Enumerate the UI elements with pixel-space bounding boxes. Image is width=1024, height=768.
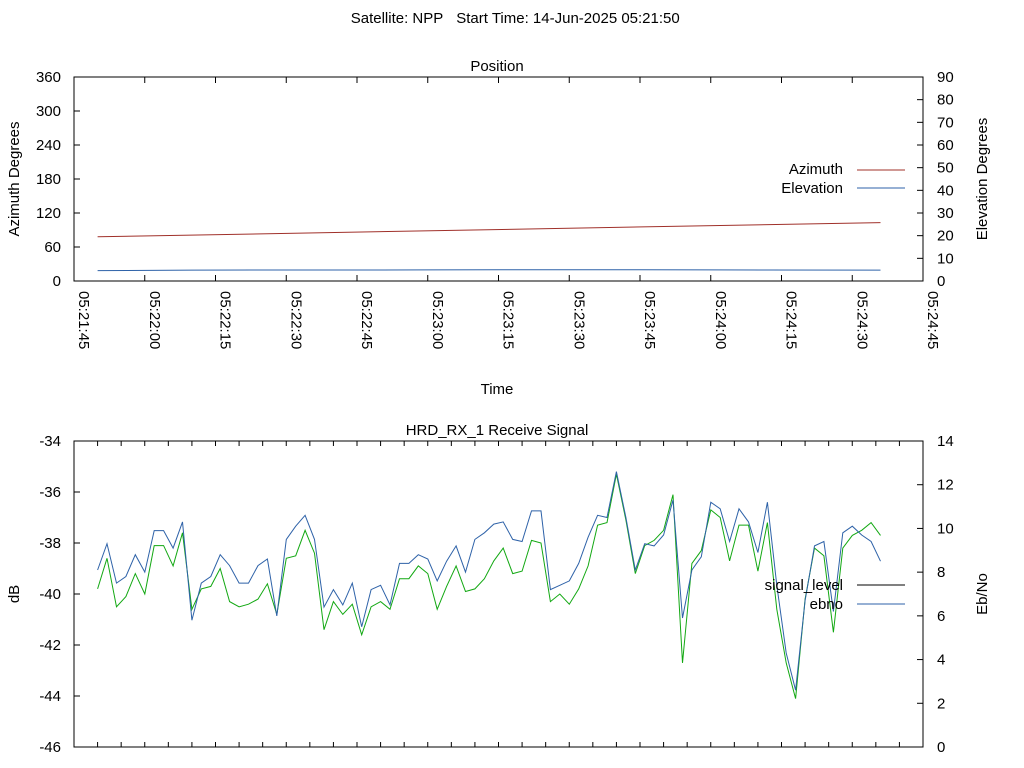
y2-tick-label: 80 [937,92,954,109]
position-y2-ticks: 0 10 20 30 40 50 60 70 80 90 [917,69,954,290]
receive-signal-y2-ticks: 0 2 4 6 8 10 12 14 [917,433,954,756]
x-tick-label: 05:22:00 [146,291,163,349]
series-line-ebno [97,471,881,691]
y-tick-label: 180 [36,171,61,188]
y2-tick-label: 8 [937,564,945,581]
receive-signal-chart-title: HRD_RX_1 Receive Signal [406,422,589,439]
position-plot-frame [73,76,924,282]
receive-signal-series [97,471,881,699]
position-x-axis-label: Time [481,381,514,398]
x-tick-label: 05:24:15 [783,291,800,349]
position-chart-title: Position [470,58,523,75]
y2-tick-label: 10 [937,520,954,537]
position-series [97,222,881,272]
position-y-axis-label: Azimuth Degrees [6,121,23,236]
y-tick-label: 60 [44,239,61,256]
x-tick-label: 05:24:00 [712,291,729,349]
receive-signal-chart: HRD_RX_1 Receive Signal -46-44-42-40-38-… [6,422,991,756]
y-tick-label: 360 [36,69,61,86]
y2-tick-label: 30 [937,205,954,222]
y2-tick-label: 10 [937,250,954,267]
x-tick-label: 05:21:45 [75,291,92,349]
y-tick-label: 0 [53,273,61,290]
y2-tick-label: 6 [937,608,945,625]
receive-signal-x-ticks [73,441,924,747]
position-x-ticks: 05:21:45 05:22:00 05:22:15 05:22:30 05:22:45… [73,77,941,349]
y2-tick-label: 60 [937,137,954,154]
receive-signal-y2-axis-label: Eb/No [974,573,991,615]
receive-signal-y-ticks: -46 -44 -42 -40 -38 -36 -34 [39,433,80,756]
x-tick-label: 05:23:30 [570,291,587,349]
series-line-signal-level [97,473,881,699]
x-tick-label: 05:23:00 [429,291,446,349]
series-line-azimuth [97,222,881,238]
position-legend: Azimuth Elevation [781,161,905,197]
receive-signal-plot-frame [73,440,924,748]
y2-tick-label: 14 [937,433,954,450]
y-tick-label: 120 [36,205,61,222]
y2-tick-label: 2 [937,695,945,712]
position-y2-axis-label: Elevation Degrees [974,118,991,241]
y2-tick-label: 0 [937,739,945,756]
position-chart: Position 0 60 120 180 240 300 360 0 10 20 30 40 50 6… [6,58,991,398]
y-tick-label: -42 [39,637,61,654]
legend-elevation-label: Elevation [781,180,843,197]
receive-signal-y-axis-label: dB [6,585,23,603]
y-tick-label: -44 [39,688,61,705]
start-time-label: Start Time: 14-Jun-2025 05:21:50 [456,10,679,27]
y-tick-label: -36 [39,484,61,501]
y-tick-label: -46 [39,739,61,756]
x-tick-label: 05:22:30 [287,291,304,349]
x-tick-label: 05:24:45 [924,291,941,349]
y2-tick-label: 40 [937,182,954,199]
x-tick-label: 05:23:15 [500,291,517,349]
series-line-elevation [97,269,881,272]
y-tick-label: -34 [39,433,61,450]
legend-azimuth-label: Azimuth [789,161,843,178]
y2-tick-label: 20 [937,228,954,245]
satellite-label: Satellite: NPP [351,10,444,27]
y2-tick-label: 50 [937,160,954,177]
y2-tick-label: 4 [937,652,945,669]
legend-signal-level-label: signal_level [765,577,843,594]
y2-tick-label: 70 [937,114,954,131]
position-y-ticks: 0 60 120 180 240 300 360 [36,69,80,290]
y-tick-label: -38 [39,535,61,552]
legend-ebno-label: ebno [810,596,843,613]
y-tick-label: 300 [36,103,61,120]
x-tick-label: 05:24:30 [853,291,870,349]
y-tick-label: 240 [36,137,61,154]
y2-tick-label: 0 [937,273,945,290]
x-tick-label: 05:22:45 [358,291,375,349]
y-tick-label: -40 [39,586,61,603]
x-tick-label: 05:23:45 [641,291,658,349]
receive-signal-legend: signal_level ebno [765,577,905,613]
x-tick-label: 05:22:15 [217,291,234,349]
y2-tick-label: 90 [937,69,954,86]
y2-tick-label: 12 [937,477,954,494]
